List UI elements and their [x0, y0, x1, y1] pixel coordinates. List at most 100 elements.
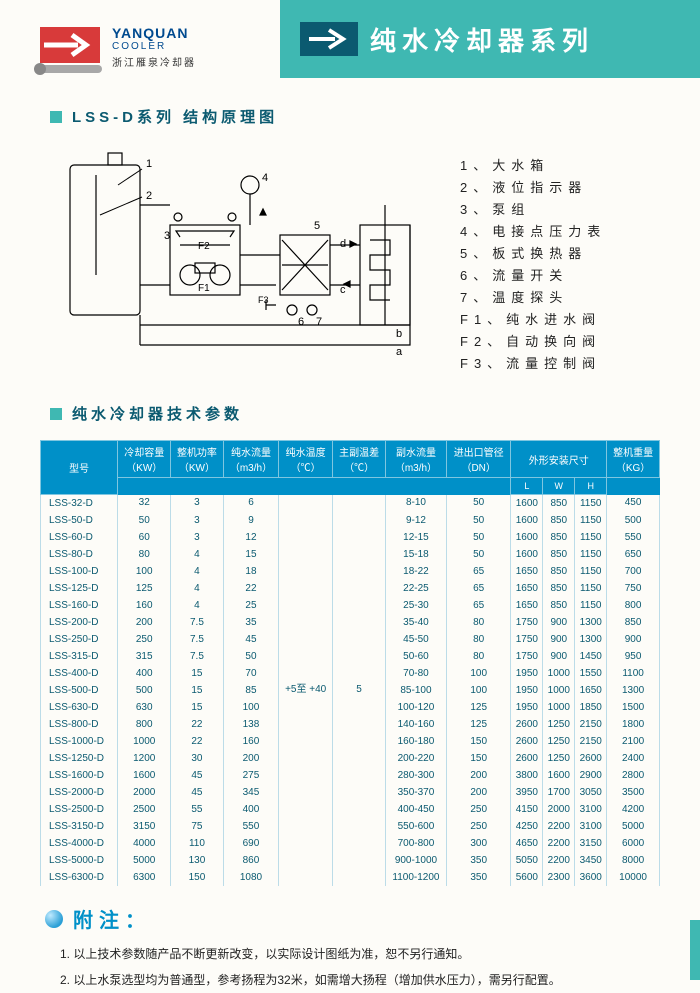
cell: 18: [223, 563, 278, 580]
cell: 1150: [575, 495, 607, 513]
cell: 50: [118, 512, 171, 529]
cell: LSS-315-D: [41, 648, 118, 665]
cell: 315: [118, 648, 171, 665]
cell: 3150: [118, 818, 171, 835]
cell: 1750: [511, 648, 543, 665]
cell: 550-600: [385, 818, 446, 835]
cell: 1150: [575, 546, 607, 563]
cell: 35-40: [385, 614, 446, 631]
cell: 345: [223, 784, 278, 801]
header: YANQUAN COOLER 浙江雁泉冷却器 纯水冷却器系列: [0, 0, 700, 78]
cell: 2800: [607, 767, 660, 784]
cell: 4150: [511, 801, 543, 818]
cell: 850: [543, 512, 575, 529]
cell: 2500: [118, 801, 171, 818]
cell: LSS-6300-D: [41, 869, 118, 886]
cell: 1650: [511, 563, 543, 580]
cell: LSS-630-D: [41, 699, 118, 716]
cell: 2100: [607, 733, 660, 750]
cell: 1150: [575, 580, 607, 597]
cell: 2600: [511, 716, 543, 733]
cell: 275: [223, 767, 278, 784]
cell: 50: [446, 529, 510, 546]
square-bullet-icon: [50, 408, 62, 420]
cell: 250: [446, 801, 510, 818]
cell: LSS-400-D: [41, 665, 118, 682]
cell: 18-22: [385, 563, 446, 580]
logo-brand-en: YANQUAN: [112, 25, 196, 41]
cell: 2150: [575, 716, 607, 733]
cell: 22: [171, 733, 224, 750]
cell: 700-800: [385, 835, 446, 852]
cell: LSS-3150-D: [41, 818, 118, 835]
logo: YANQUAN COOLER 浙江雁泉冷却器: [40, 25, 196, 69]
structure-diagram: F2 F1 F3: [50, 145, 430, 375]
legend-item: F3、流量控制阀: [460, 353, 606, 375]
cell: 1550: [575, 665, 607, 682]
cell: 45: [171, 767, 224, 784]
notes-heading: 附注：: [45, 904, 700, 933]
th-L: L: [511, 478, 543, 495]
cell: LSS-50-D: [41, 512, 118, 529]
cell: 1950: [511, 699, 543, 716]
cell: LSS-800-D: [41, 716, 118, 733]
svg-text:b: b: [396, 328, 402, 340]
cell: 630: [118, 699, 171, 716]
cell: 110: [171, 835, 224, 852]
cell: 3100: [575, 818, 607, 835]
cell: 50: [446, 495, 510, 513]
cell: 550: [607, 529, 660, 546]
cell: 125: [446, 699, 510, 716]
cell: 1150: [575, 512, 607, 529]
legend-item: 5、板式换热器: [460, 243, 606, 265]
logo-brand-cn: 浙江雁泉冷却器: [112, 54, 196, 69]
cell: 100: [446, 665, 510, 682]
cell: LSS-125-D: [41, 580, 118, 597]
cell: 1000: [118, 733, 171, 750]
cell: 1500: [607, 699, 660, 716]
cell: 80: [446, 614, 510, 631]
cell: 500: [118, 682, 171, 699]
cell: 350: [446, 869, 510, 886]
cell: 250: [118, 631, 171, 648]
cell: 100: [118, 563, 171, 580]
cell: 2000: [543, 801, 575, 818]
cell: 800: [118, 716, 171, 733]
cell: LSS-80-D: [41, 546, 118, 563]
legend-item: F2、自动换向阀: [460, 331, 606, 353]
cell: 50-60: [385, 648, 446, 665]
section-diagram-title: LSS-D系列 结构原理图: [50, 106, 700, 127]
cell: 1080: [223, 869, 278, 886]
cell: 150: [446, 750, 510, 767]
cell: 4000: [118, 835, 171, 852]
cell: 138: [223, 716, 278, 733]
cell: 900: [543, 614, 575, 631]
cell: 45-50: [385, 631, 446, 648]
page-title: 纯水冷却器系列: [370, 21, 594, 58]
cell: 12: [223, 529, 278, 546]
title-bar: 纯水冷却器系列: [280, 0, 700, 78]
th-H: H: [575, 478, 607, 495]
cell: 700: [607, 563, 660, 580]
svg-text:6: 6: [298, 316, 304, 328]
logo-arrow-icon: [40, 27, 100, 63]
cell: 690: [223, 835, 278, 852]
notes-list: 1. 以上技术参数随产品不断更新改变，以实际设计图纸为准，恕不另行通知。2. 以…: [0, 941, 700, 993]
cell: 500: [607, 512, 660, 529]
cell: 400-450: [385, 801, 446, 818]
cell: 2600: [511, 750, 543, 767]
cell: 7.5: [171, 614, 224, 631]
cell: 1450: [575, 648, 607, 665]
spec-table-wrap: 型号 冷却容量（KW） 整机功率（KW） 纯水流量（m3/h） 纯水温度（℃） …: [0, 434, 700, 886]
svg-text:2: 2: [146, 190, 152, 202]
cell: 1200: [118, 750, 171, 767]
cell: 800: [607, 597, 660, 614]
cell: 80: [118, 546, 171, 563]
cell: LSS-32-D: [41, 495, 118, 513]
cell: 100-120: [385, 699, 446, 716]
cell: 85: [223, 682, 278, 699]
cell: 3: [171, 529, 224, 546]
cell: LSS-500-D: [41, 682, 118, 699]
cell: 3800: [511, 767, 543, 784]
cell: 450: [607, 495, 660, 513]
